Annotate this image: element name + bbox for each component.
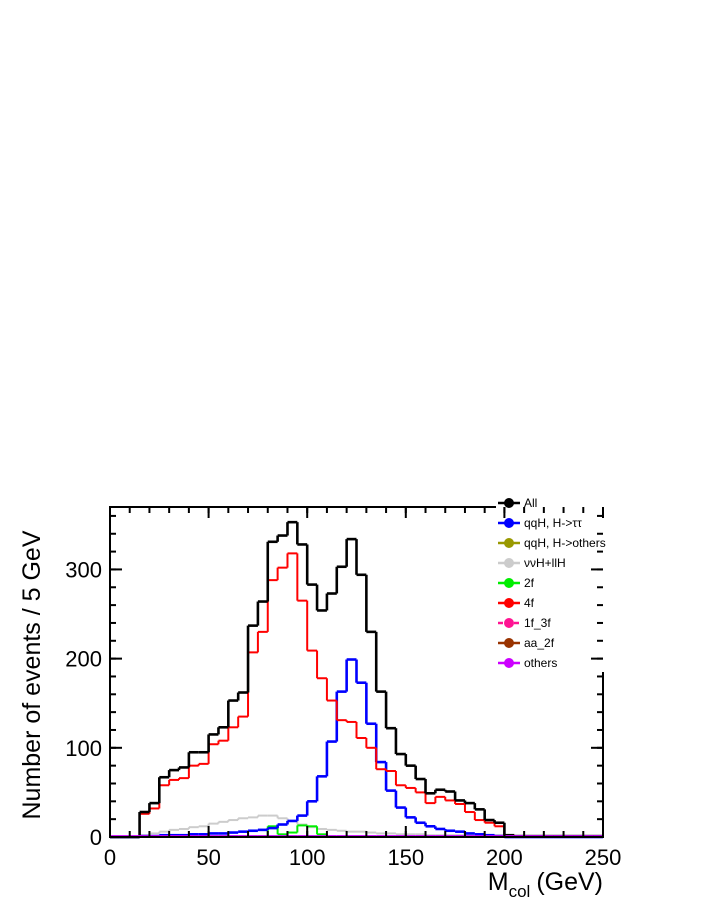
legend-label: 1f_3f [524,616,551,630]
y-tick-label: 200 [65,647,102,672]
legend-marker [504,518,514,528]
y-tick-label: 100 [65,736,102,761]
x-axis-label-sub: col [509,882,531,901]
legend-marker [504,498,514,508]
legend-marker [504,638,514,648]
legend-marker [504,658,514,668]
legend-marker [504,598,514,608]
legend-label: All [524,496,537,510]
legend-label: aa_2f [524,636,555,650]
legend: All qqH, H->ττ qqH, H->others ννH+llH 2f 4f 1f… [498,496,606,670]
legend-label: 2f [524,576,535,590]
legend-label: qqH, H->ττ [524,516,582,530]
legend-marker [504,558,514,568]
legend-marker [504,618,514,628]
x-tick-label: 250 [585,845,622,870]
x-tick-label: 0 [104,845,116,870]
legend-label: 4f [524,596,535,610]
x-axis-label-unit: (GeV) [536,868,603,896]
legend-label: qqH, H->others [524,536,606,550]
x-tick-label: 150 [387,845,424,870]
x-axis-label-main: M [488,868,509,896]
legend-marker [504,578,514,588]
y-tick-label: 0 [90,825,102,850]
legend-marker [504,538,514,548]
legend-label: ννH+llH [524,556,566,570]
x-axis-label: Mcol (GeV) [488,868,603,901]
y-tick-label: 300 [65,557,102,582]
x-tick-label: 100 [289,845,326,870]
legend-label: others [524,656,557,670]
x-tick-label: 200 [486,845,523,870]
y-axis-label: Number of events / 5 GeV [18,530,46,819]
x-tick-label: 50 [196,845,220,870]
